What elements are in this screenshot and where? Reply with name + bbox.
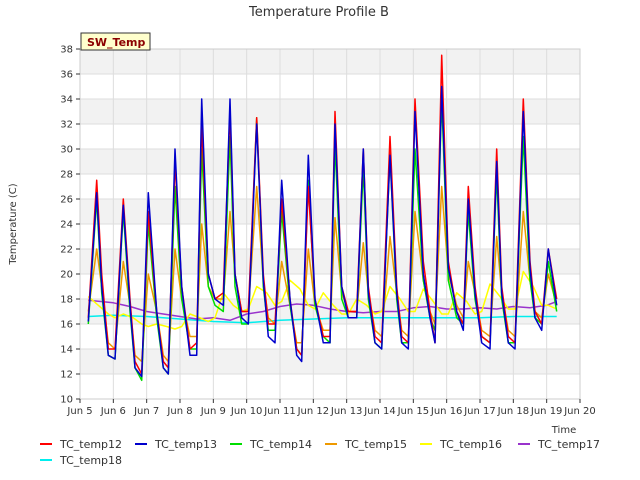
y-tick-label: 26 [60,195,73,206]
x-tick-label: Jun 18 [497,406,530,417]
series-line-tc_temp12 [87,54,558,375]
x-tick-label: Jun 11 [263,406,296,417]
x-tick-label: Jun 17 [463,406,496,417]
y-tick-label: 20 [60,270,73,281]
x-tick-label: Jun 10 [230,406,263,417]
plot-band [80,199,580,224]
x-tick-label: Jun 20 [563,406,596,417]
legend-label: TC_temp14 [249,438,312,451]
plot-band [80,49,580,74]
legend-label: TC_temp17 [537,438,600,451]
legend-label: TC_temp15 [344,438,407,451]
x-tick-label: Jun 9 [200,406,226,417]
legend-label: TC_temp16 [439,438,502,451]
plot-band [80,224,580,249]
x-tick-label: Jun 8 [166,406,192,417]
y-tick-label: 14 [60,345,73,356]
x-tick-label: Jun 15 [397,406,430,417]
plot-band [80,374,580,399]
x-tick-label: Jun 14 [363,406,396,417]
x-tick-label: Jun 12 [297,406,330,417]
series-lines [87,54,558,382]
y-axis-label: Temperature (C) [8,183,19,265]
y-tick-label: 12 [60,370,73,381]
x-axis-ticks: Jun 5 Jun 6 Jun 7 Jun 8 Jun 9 Jun 10 Jun 11 Jun… [66,399,596,417]
x-tick-label: Jun 5 [66,406,92,417]
y-tick-label: 16 [60,320,73,331]
plot-band [80,249,580,274]
x-tick-label: Jun 19 [530,406,563,417]
y-tick-label: 32 [60,120,73,131]
legend-label: TC_temp12 [59,438,122,451]
y-tick-label: 34 [60,95,73,106]
plot-background [80,49,580,399]
series-line-tc_temp13 [87,85,558,378]
plot-band [80,349,580,374]
plot-band [80,149,580,174]
chart-title: Temperature Profile B [248,5,389,20]
legend-label: TC_temp18 [59,454,122,467]
annotation-text: SW_Temp [87,36,146,49]
x-tick-label: Jun 13 [330,406,363,417]
y-tick-label: 28 [60,170,73,181]
annotation-box: SW_Temp [80,32,151,51]
y-tick-label: 24 [60,220,73,231]
y-tick-label: 38 [60,45,73,56]
x-tick-label: Jun 16 [430,406,463,417]
legend: TC_temp12 TC_temp13 TC_temp14 TC_temp15 TC_t… [40,438,600,467]
plot-band [80,99,580,124]
x-tick-label: Jun 6 [100,406,126,417]
x-axis-label: Time [551,425,576,436]
x-tick-label: Jun 7 [133,406,159,417]
y-tick-label: 10 [60,395,73,406]
plot-band [80,124,580,149]
y-tick-label: 22 [60,245,73,256]
y-tick-label: 30 [60,145,73,156]
plot-band [80,274,580,299]
y-tick-label: 18 [60,295,73,306]
annotation-background [80,32,151,51]
plot-band [80,174,580,199]
legend-label: TC_temp13 [154,438,217,451]
y-axis-ticks: 10 12 14 16 18 20 22 24 26 28 30 32 34 36 38 [60,45,80,406]
plot-band [80,74,580,99]
y-tick-label: 36 [60,70,73,81]
